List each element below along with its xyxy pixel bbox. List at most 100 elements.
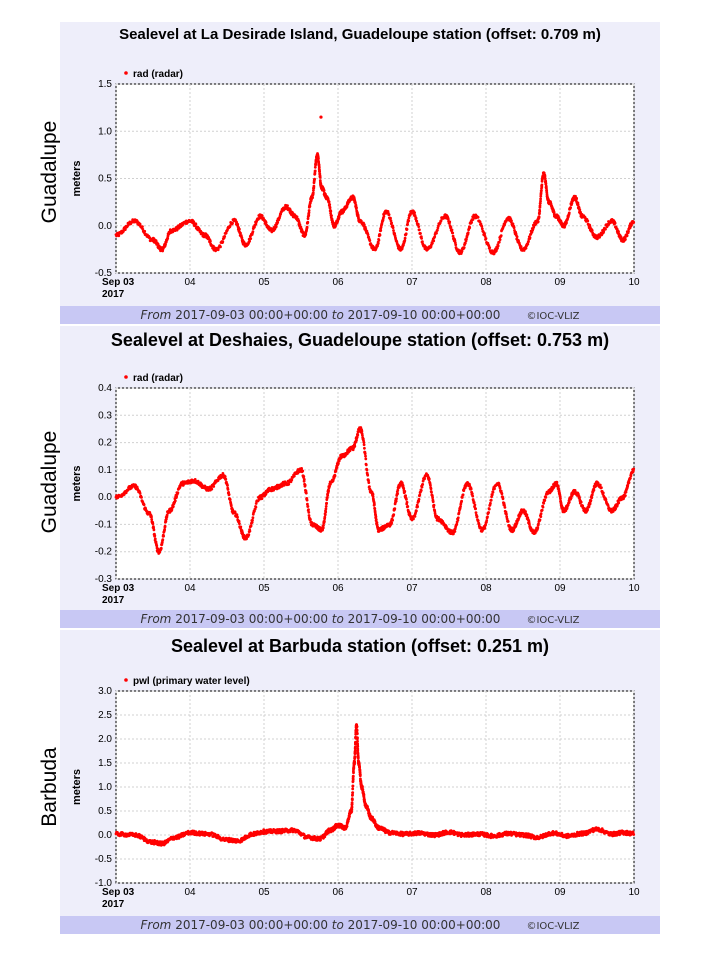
data-point <box>309 518 312 522</box>
data-point <box>329 209 333 213</box>
legend-label: rad (radar) <box>133 373 183 384</box>
x-tick-label: 04 <box>184 277 196 288</box>
data-point <box>437 516 440 519</box>
data-point <box>391 518 394 522</box>
data-point <box>418 493 422 497</box>
data-point-outlier <box>319 115 323 119</box>
data-point <box>604 498 608 501</box>
y-tick-label: 0.4 <box>98 383 112 394</box>
data-point <box>436 228 439 232</box>
data-point <box>379 229 383 232</box>
data-point <box>496 244 500 248</box>
data-point <box>419 489 423 492</box>
data-point <box>460 499 463 503</box>
data-point <box>405 227 409 231</box>
data-point <box>216 248 220 252</box>
data-point <box>330 217 334 221</box>
data-point <box>150 518 154 521</box>
data-point <box>613 221 617 225</box>
data-point <box>322 189 326 192</box>
data-point <box>292 474 296 478</box>
data-point <box>353 761 356 764</box>
data-point <box>355 725 359 728</box>
data-point <box>142 503 146 507</box>
data-point <box>405 500 409 504</box>
data-point <box>330 214 333 218</box>
data-point <box>239 231 242 235</box>
data-point <box>417 497 421 501</box>
data-point <box>407 216 411 220</box>
data-point <box>567 211 571 215</box>
data-point <box>362 223 366 227</box>
data-point <box>565 221 568 225</box>
y-tick-label: 1.0 <box>98 782 112 793</box>
series-points <box>114 723 636 847</box>
data-point <box>432 503 436 507</box>
data-point <box>219 245 222 249</box>
data-point <box>155 544 159 548</box>
data-point <box>307 511 311 514</box>
x-tick-label: 10 <box>628 887 640 898</box>
data-point <box>153 534 157 538</box>
data-point <box>493 487 496 491</box>
station-label-1: Guadalupe <box>38 120 61 224</box>
data-point <box>354 201 357 205</box>
data-point <box>466 231 470 235</box>
data-point <box>468 226 472 230</box>
plot-area <box>115 690 635 884</box>
data-point <box>427 477 431 481</box>
data-point <box>260 497 264 500</box>
data-point <box>417 225 421 229</box>
data-point <box>627 481 631 484</box>
data-point <box>249 524 253 528</box>
data-point <box>355 732 359 736</box>
data-point <box>464 484 468 488</box>
legend-marker <box>124 71 128 75</box>
data-point <box>498 238 502 242</box>
data-point <box>241 531 245 535</box>
chart-title-2: Sealevel at Deshaies, Guadeloupe station… <box>110 330 610 350</box>
data-point <box>505 515 509 519</box>
data-point <box>166 237 170 240</box>
data-point <box>305 225 309 229</box>
data-point <box>575 197 578 200</box>
data-point <box>396 488 400 492</box>
data-point <box>223 475 227 478</box>
chart-title-3: Sealevel at Barbuda station (offset: 0.2… <box>170 636 550 656</box>
data-point <box>319 838 322 842</box>
data-point <box>539 197 542 201</box>
data-point <box>176 491 180 495</box>
data-point <box>371 493 375 496</box>
data-point <box>324 505 328 508</box>
data-point <box>322 523 325 527</box>
data-point <box>589 499 593 502</box>
data-point <box>318 176 322 179</box>
data-point <box>355 206 358 210</box>
data-point <box>249 237 253 241</box>
data-point <box>524 510 527 513</box>
x-tick-label: 10 <box>628 277 640 288</box>
data-point <box>524 246 528 250</box>
data-point <box>543 177 547 181</box>
data-point <box>351 784 355 788</box>
data-point <box>497 240 501 244</box>
data-point <box>325 496 329 500</box>
data-point <box>239 525 243 529</box>
data-point <box>540 508 544 512</box>
y-tick-label: -0.5 <box>95 854 113 865</box>
data-point <box>374 515 378 519</box>
y-tick-label: 1.0 <box>98 126 112 137</box>
data-point <box>348 815 351 818</box>
data-point <box>306 505 310 508</box>
data-point <box>170 508 174 512</box>
x-tick-label: 05 <box>258 277 270 288</box>
data-point <box>351 793 354 797</box>
y-axis-label: meters <box>71 160 83 196</box>
data-point <box>542 501 546 505</box>
y-tick-label: -0.1 <box>95 519 113 530</box>
data-point <box>496 246 499 250</box>
data-point <box>323 515 327 519</box>
x-tick-label: 06 <box>332 583 344 594</box>
data-point <box>420 237 423 240</box>
data-point <box>328 484 331 488</box>
